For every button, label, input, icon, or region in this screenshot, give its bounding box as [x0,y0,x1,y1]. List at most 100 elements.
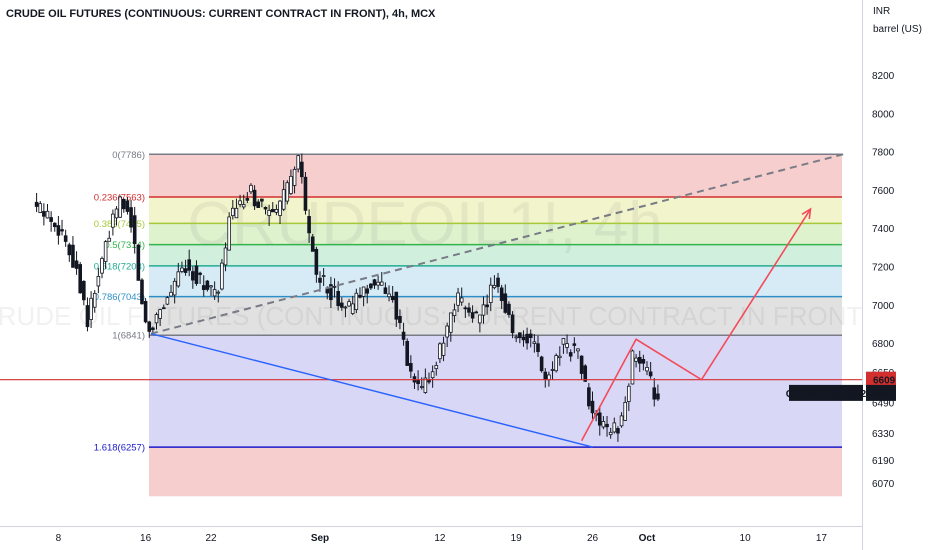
candle-body [376,281,380,286]
candles [34,153,660,442]
candle-body [307,216,311,234]
candle-body [612,422,617,433]
fib-background [149,154,842,497]
fib-level-label: 0.5(7314) [104,240,145,251]
candle-body [503,293,508,313]
candle-body [474,311,479,314]
fib-zone [149,265,842,297]
candle-body [100,258,104,274]
candle-body [129,207,133,228]
candle-body [310,236,315,252]
candle-body [227,216,231,251]
candle-body [82,280,86,301]
candle-body [165,297,170,305]
candle-body [74,260,79,269]
candle-body [536,343,540,353]
candle-body [510,314,515,334]
candle-body [303,176,308,211]
candle-body [390,296,395,301]
candle-body [136,244,141,281]
price-scale-currency: INR [873,6,891,17]
candle-body [438,343,442,360]
fib-level-label: 0.382(7425) [94,219,145,230]
fib-zone [149,223,842,245]
y-tick-label: 7200 [872,263,895,274]
candle-body [525,333,529,344]
projection-path [580,208,812,442]
candle-body [496,277,500,287]
candle-body [463,307,468,310]
candle-body [409,363,413,372]
candle-body [281,189,286,210]
candle-body [332,285,337,288]
candle-body [478,314,482,324]
candle-body [565,343,569,348]
candle-body [274,209,279,213]
candle-body [205,280,210,290]
candle-body [590,400,595,414]
candle-body [597,412,602,426]
y-tick-label: 6070 [872,479,895,490]
candle-body [256,201,261,208]
fib-level-label: 0.618(7203) [94,261,145,272]
watermark-symbol: CRUDEOIL1!, 4h [187,190,663,259]
candle-body [637,356,642,364]
candle-body [300,161,304,178]
candle-body [169,291,173,297]
candle-body [321,275,326,277]
candle-body [558,355,562,358]
candle-body [158,309,162,319]
candle-body [518,332,522,339]
candle-body [576,348,580,352]
candle-body [183,268,188,273]
candle-body [249,184,253,193]
fib-level-label: 0(7786) [112,150,145,161]
candle-body [154,314,159,324]
candle-body [456,292,460,306]
x-tick-label: 16 [140,533,152,544]
candle-body [627,385,631,402]
candle-body [267,210,271,216]
x-tick-label: 17 [816,533,828,544]
symbol-tag-box [789,384,863,401]
candle-body [645,366,649,372]
candle-body [550,369,555,371]
candle-body [521,336,526,341]
fib-zone [149,335,842,448]
x-tick-label: 10 [740,533,752,544]
candle-body [49,217,53,222]
candle-body [296,155,300,170]
price-label-box [866,384,896,401]
candle-body [579,355,584,374]
candle-body [336,291,340,307]
candle-body [587,387,591,407]
candle-body [78,264,83,294]
candle-body [245,198,250,201]
candle-body [118,196,122,218]
candle-body [60,229,64,232]
candle-body [96,276,101,287]
candle-body [430,371,435,379]
candle-body [656,393,660,400]
candle-body [369,283,373,289]
candle-body [605,423,609,428]
candle-body [220,262,224,290]
candle-body [278,200,282,216]
y-tick-label: 8000 [872,109,895,120]
y-tick-label: 6490 [872,398,895,409]
candle-body [143,300,148,323]
y-tick-label: 6800 [872,339,895,350]
candle-body [561,338,566,345]
candle-body [56,225,61,236]
price-scale-unit: barrel (US) [873,24,922,35]
candle-body [147,321,152,332]
fib-level-label: 0.786(7043) [94,292,145,303]
candle-body [448,312,453,333]
candle-body [289,175,293,194]
candle-body [459,297,464,303]
candle-body [114,208,119,219]
candle-body [423,377,428,393]
candle-body [89,297,93,320]
